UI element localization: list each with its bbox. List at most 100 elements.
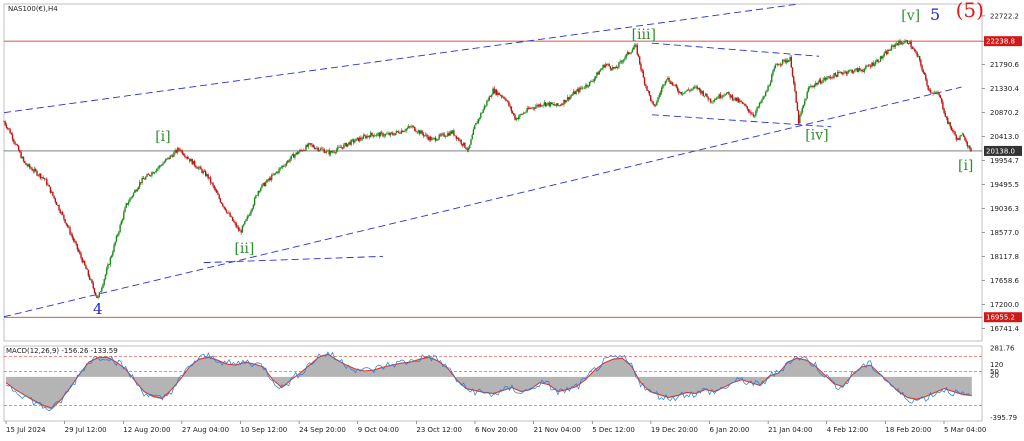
candle-body bbox=[236, 226, 239, 228]
candle-body bbox=[359, 137, 361, 142]
candle-body bbox=[663, 84, 665, 86]
candle-body bbox=[258, 191, 261, 192]
candle-body bbox=[767, 85, 769, 91]
candle-body bbox=[680, 92, 682, 95]
candle-body bbox=[150, 175, 152, 177]
candle-body bbox=[354, 141, 356, 143]
trendline bbox=[3, 86, 962, 318]
candle-body bbox=[733, 99, 735, 101]
candle-body bbox=[892, 45, 894, 46]
candle-body bbox=[141, 178, 143, 183]
macd-y-tick-label: -395.79 bbox=[990, 414, 1017, 422]
candle-body bbox=[879, 56, 882, 62]
candle-body bbox=[350, 139, 352, 145]
x-tick-label: 5 Dec 12:00 bbox=[592, 426, 635, 434]
candle-body bbox=[678, 90, 680, 93]
candle-body bbox=[495, 89, 498, 95]
candle-body bbox=[267, 179, 269, 181]
candle-body bbox=[81, 257, 83, 263]
candle-body bbox=[492, 88, 494, 95]
candle-body bbox=[390, 132, 393, 134]
candle-body bbox=[559, 105, 561, 106]
candle-body bbox=[129, 198, 131, 202]
candle-body bbox=[931, 92, 933, 94]
candle-body bbox=[360, 137, 362, 140]
candle-body bbox=[823, 77, 825, 80]
candle-body bbox=[366, 135, 368, 139]
candle-body bbox=[351, 139, 354, 141]
candle-body bbox=[541, 105, 543, 107]
candle-body bbox=[878, 61, 881, 63]
candle-body bbox=[899, 40, 901, 43]
candle-body bbox=[602, 65, 604, 69]
candle-body bbox=[25, 162, 27, 165]
candle-body bbox=[555, 103, 558, 106]
candle-body bbox=[436, 140, 438, 141]
candle-body bbox=[327, 150, 329, 151]
candle-body bbox=[561, 104, 564, 105]
candle-body bbox=[50, 191, 53, 193]
macd-y-tick-label: 281.76 bbox=[990, 344, 1015, 352]
wave-label: [v] bbox=[901, 8, 920, 24]
x-tick-label: 12 Aug 20:00 bbox=[123, 426, 170, 434]
candle-body bbox=[698, 87, 701, 91]
candle-body bbox=[621, 61, 624, 63]
candle-body bbox=[176, 148, 179, 153]
candle-body bbox=[652, 101, 654, 105]
candle-body bbox=[214, 188, 217, 191]
candle-body bbox=[47, 184, 49, 186]
candle-body bbox=[372, 134, 374, 137]
candle-body bbox=[396, 131, 399, 132]
candle-body bbox=[197, 167, 200, 169]
candle-body bbox=[697, 87, 700, 89]
candle-body bbox=[489, 96, 492, 97]
candle-body bbox=[437, 138, 439, 141]
candle-body bbox=[904, 41, 906, 44]
candle-body bbox=[340, 147, 343, 148]
candle-body bbox=[760, 102, 762, 104]
candle-body bbox=[579, 87, 581, 92]
candle-body bbox=[401, 130, 404, 133]
x-tick-label: 10 Sep 12:00 bbox=[241, 426, 288, 434]
candle-body bbox=[152, 172, 154, 174]
candle-body bbox=[412, 126, 415, 127]
candle-body bbox=[662, 84, 664, 89]
macd-y-tick-label: 120 bbox=[990, 361, 1003, 369]
candle-body bbox=[685, 90, 687, 92]
candle-body bbox=[580, 87, 582, 89]
candle-body bbox=[838, 71, 840, 73]
candle-body bbox=[480, 113, 482, 118]
candle-body bbox=[381, 132, 383, 133]
candle-body bbox=[383, 135, 385, 137]
candle-body bbox=[329, 151, 332, 155]
candle-body bbox=[363, 135, 366, 137]
candle-body bbox=[637, 54, 640, 57]
candle-body bbox=[198, 166, 201, 168]
candle-body bbox=[426, 134, 428, 137]
trendline bbox=[651, 114, 832, 128]
candle-body bbox=[841, 73, 844, 74]
candle-body bbox=[211, 182, 213, 184]
candle-body bbox=[361, 139, 363, 140]
candle-body bbox=[131, 195, 134, 198]
candle-body bbox=[734, 97, 736, 100]
candle-body bbox=[793, 76, 795, 84]
candle-body bbox=[833, 73, 835, 79]
candle-body bbox=[125, 203, 127, 208]
candle-body bbox=[956, 138, 959, 140]
trendline bbox=[3, 3, 799, 114]
price-y-tick-label: 20870.2 bbox=[990, 109, 1019, 117]
candle-body bbox=[900, 42, 903, 45]
candle-body bbox=[920, 59, 922, 66]
candle-body bbox=[403, 131, 405, 133]
candle-body bbox=[467, 148, 470, 150]
candle-body bbox=[74, 240, 76, 243]
candle-body bbox=[209, 177, 212, 183]
candle-body bbox=[525, 111, 527, 113]
candle-body bbox=[783, 59, 785, 61]
candle-body bbox=[656, 101, 658, 106]
candle-body bbox=[953, 130, 955, 132]
candle-body bbox=[49, 186, 52, 193]
candle-body bbox=[639, 56, 641, 64]
candle-body bbox=[674, 84, 676, 86]
